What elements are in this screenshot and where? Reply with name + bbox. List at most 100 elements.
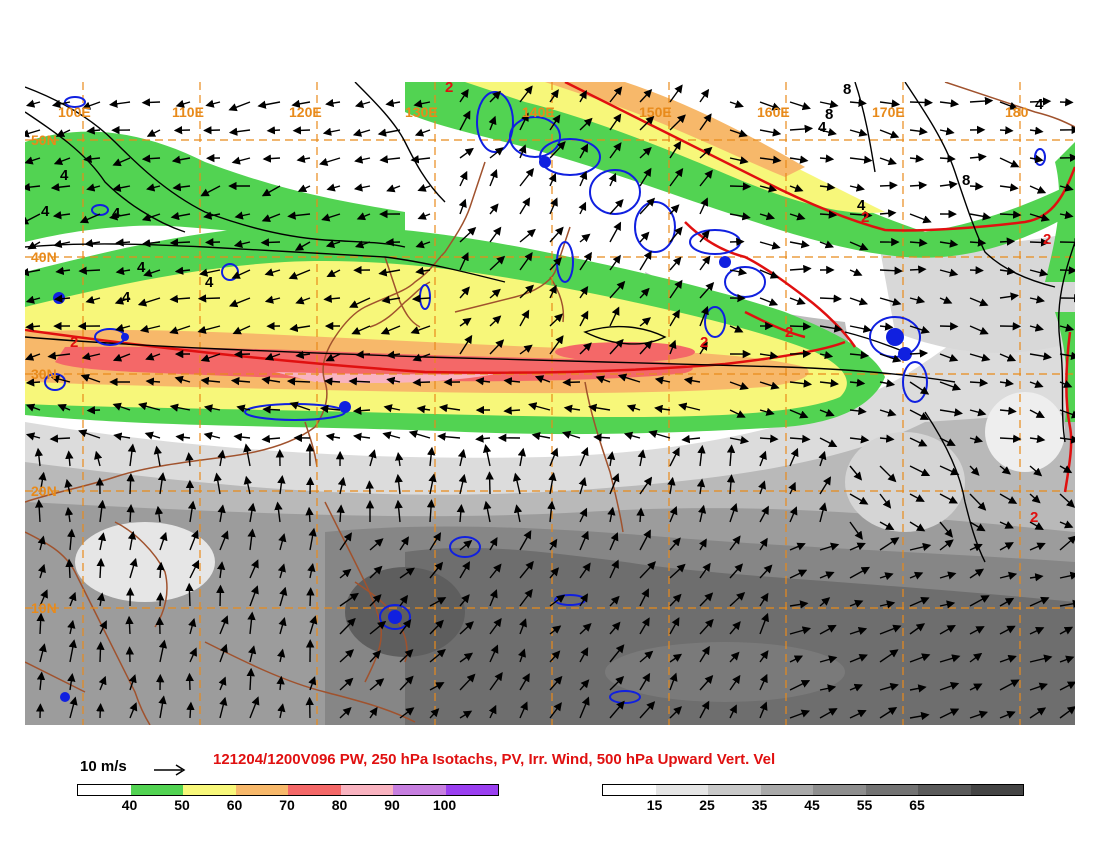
wind-vector-arrow <box>639 115 655 131</box>
wind-vector-arrow <box>849 98 867 107</box>
wind-vector-arrow <box>380 325 401 335</box>
wind-vector-arrow <box>219 696 228 719</box>
wind-vector-arrow <box>459 334 473 355</box>
wind-vector-arrow <box>1029 295 1045 304</box>
wind-vector-arrow <box>699 645 710 663</box>
wind-vector-arrow <box>909 597 930 607</box>
wind-vector-arrow <box>349 297 371 308</box>
wind-vector-arrow <box>909 349 929 358</box>
wind-vector-arrow <box>97 532 107 551</box>
wind-vector-arrow <box>969 212 992 221</box>
wind-vector-arrow <box>969 465 980 476</box>
wind-vector-arrow <box>249 585 259 607</box>
colorbar-label: 60 <box>226 797 243 813</box>
wind-vector-arrow <box>289 323 311 333</box>
wind-vector-arrow <box>187 500 197 523</box>
wind-vector-arrow <box>169 403 191 412</box>
weather-map: 100E 110E 120E 130E 140E 150E 160E 170E … <box>25 82 1075 725</box>
wind-vector-arrow <box>909 295 926 304</box>
wind-vector-arrow <box>531 431 551 441</box>
wind-vector-arrow <box>909 181 928 190</box>
wind-vector-arrow <box>429 649 446 663</box>
wind-vector-arrow <box>699 305 709 327</box>
wind-vector-arrow <box>230 376 251 386</box>
wind-vector-arrow <box>381 295 401 304</box>
wind-vector-arrow <box>699 169 713 187</box>
wind-vector-arrow <box>639 146 652 159</box>
wind-vector-arrow <box>503 377 521 386</box>
wind-vector-arrow <box>819 128 837 137</box>
wind-vector-arrow <box>353 432 371 441</box>
pv-contour-label: 4 <box>1035 96 1044 113</box>
wind-vector-arrow <box>759 241 781 250</box>
wind-vector-arrow <box>399 707 415 719</box>
wind-vector-arrow <box>189 559 200 579</box>
wind-vector-arrow <box>909 127 928 136</box>
wind-vector-arrow <box>125 615 134 635</box>
wind-vector-arrow <box>169 325 191 335</box>
wind-vector-arrow <box>112 353 131 362</box>
wind-vector-arrow <box>549 284 557 299</box>
wind-vector-arrow <box>879 379 896 388</box>
wind-vector-arrow <box>394 499 403 523</box>
wind-vector-arrow <box>699 618 714 635</box>
wind-vector-arrow <box>233 350 251 359</box>
wind-vector-arrow <box>609 644 625 663</box>
colorbar-swatch <box>445 785 498 795</box>
wind-vector-arrow <box>141 239 161 248</box>
wind-vector-arrow <box>86 126 101 135</box>
wind-vector-arrow <box>354 100 371 109</box>
wind-vector-arrow <box>295 350 311 360</box>
wind-vector-arrow <box>578 201 587 215</box>
wind-vector-arrow <box>789 626 812 635</box>
wind-vector-arrow <box>969 626 985 635</box>
wind-vector-arrow <box>426 499 436 523</box>
wind-vector-arrow <box>639 529 651 551</box>
wind-vector-arrow <box>369 706 378 719</box>
wind-vector-arrow <box>818 502 828 523</box>
wind-vector-arrow <box>879 600 896 609</box>
wind-vector-arrow <box>939 381 962 391</box>
wind-vector-arrow <box>609 306 620 327</box>
wind-vector-arrow <box>1029 596 1050 607</box>
wind-vector-arrow <box>25 432 41 441</box>
wind-vector-arrow <box>1029 323 1044 332</box>
wind-vector-arrow <box>699 255 711 271</box>
wind-vector-arrow <box>849 406 867 416</box>
wind-vector-arrow <box>879 129 900 139</box>
wind-vector-arrow <box>969 238 987 247</box>
wind-vector-arrow <box>64 478 73 495</box>
wind-vector-arrow <box>999 434 1022 443</box>
wind-vector-arrow <box>278 617 287 635</box>
wind-vector-arrow <box>789 212 806 221</box>
wind-vector-arrow <box>939 296 953 304</box>
wind-vector-arrow <box>426 446 436 467</box>
wind-vector-arrow <box>699 146 713 159</box>
wind-vector-arrow <box>261 434 281 444</box>
wind-vector-arrow <box>339 649 355 663</box>
wind-vector-arrow <box>729 535 741 551</box>
lon-label: 150E <box>639 104 672 120</box>
wind-vector-arrow <box>47 351 71 360</box>
wind-vector-arrow <box>429 682 445 691</box>
wind-vector-arrow <box>369 620 387 635</box>
wind-vector-arrow <box>849 465 863 481</box>
wind-vector-arrow <box>639 167 652 187</box>
wind-vector-arrow <box>1059 493 1075 508</box>
pv-contour-label: 4 <box>41 203 50 220</box>
wind-vector-arrow <box>415 266 431 276</box>
wind-vector-arrow <box>879 465 897 483</box>
wind-vector-arrow <box>759 155 782 164</box>
wind-vector-arrow <box>519 85 533 103</box>
wind-vector-arrow <box>234 211 251 220</box>
wind-vector-arrow <box>144 431 161 440</box>
pv-contour-label: 4 <box>137 259 146 276</box>
wind-vector-arrow <box>475 434 491 443</box>
wind-vector-arrow <box>729 182 752 191</box>
wind-vector-arrow <box>325 98 341 108</box>
wind-vector-arrow <box>939 268 959 277</box>
wind-vector-arrow <box>637 449 646 467</box>
wind-vector-arrow <box>399 567 415 579</box>
wind-vector-arrow <box>669 140 682 159</box>
wind-vector-arrow <box>939 654 961 663</box>
